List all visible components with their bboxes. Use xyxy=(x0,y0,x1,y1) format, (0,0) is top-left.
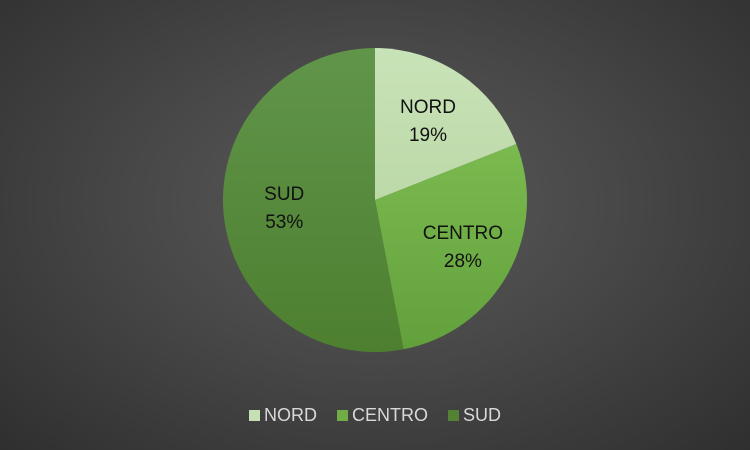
legend: NORD CENTRO SUD xyxy=(0,405,750,426)
legend-item-nord: NORD xyxy=(248,405,317,426)
legend-item-centro: CENTRO xyxy=(336,405,428,426)
slice-category-nord: NORD xyxy=(399,97,456,119)
legend-swatch-nord xyxy=(248,410,260,421)
pie-slice-sud xyxy=(222,48,404,352)
slice-value-nord: 19% xyxy=(408,125,447,147)
legend-item-sud: SUD xyxy=(447,405,501,426)
slice-label-centro: CENTRO 28% xyxy=(423,220,503,276)
slice-label-sud: SUD 53% xyxy=(264,181,304,237)
legend-label-nord: NORD xyxy=(263,405,317,425)
slice-category-sud: SUD xyxy=(264,183,305,205)
slice-value-centro: 28% xyxy=(443,251,482,273)
pie-slice-centro xyxy=(375,144,527,350)
slice-label-nord: NORD 19% xyxy=(400,94,456,150)
legend-label-centro: CENTRO xyxy=(351,405,428,425)
slice-category-centro: CENTRO xyxy=(422,223,504,245)
legend-swatch-sud xyxy=(447,410,459,421)
legend-label-sud: SUD xyxy=(462,405,501,425)
pie-slice-nord xyxy=(375,48,517,200)
slice-value-sud: 53% xyxy=(265,211,304,233)
legend-swatch-centro xyxy=(336,410,348,421)
